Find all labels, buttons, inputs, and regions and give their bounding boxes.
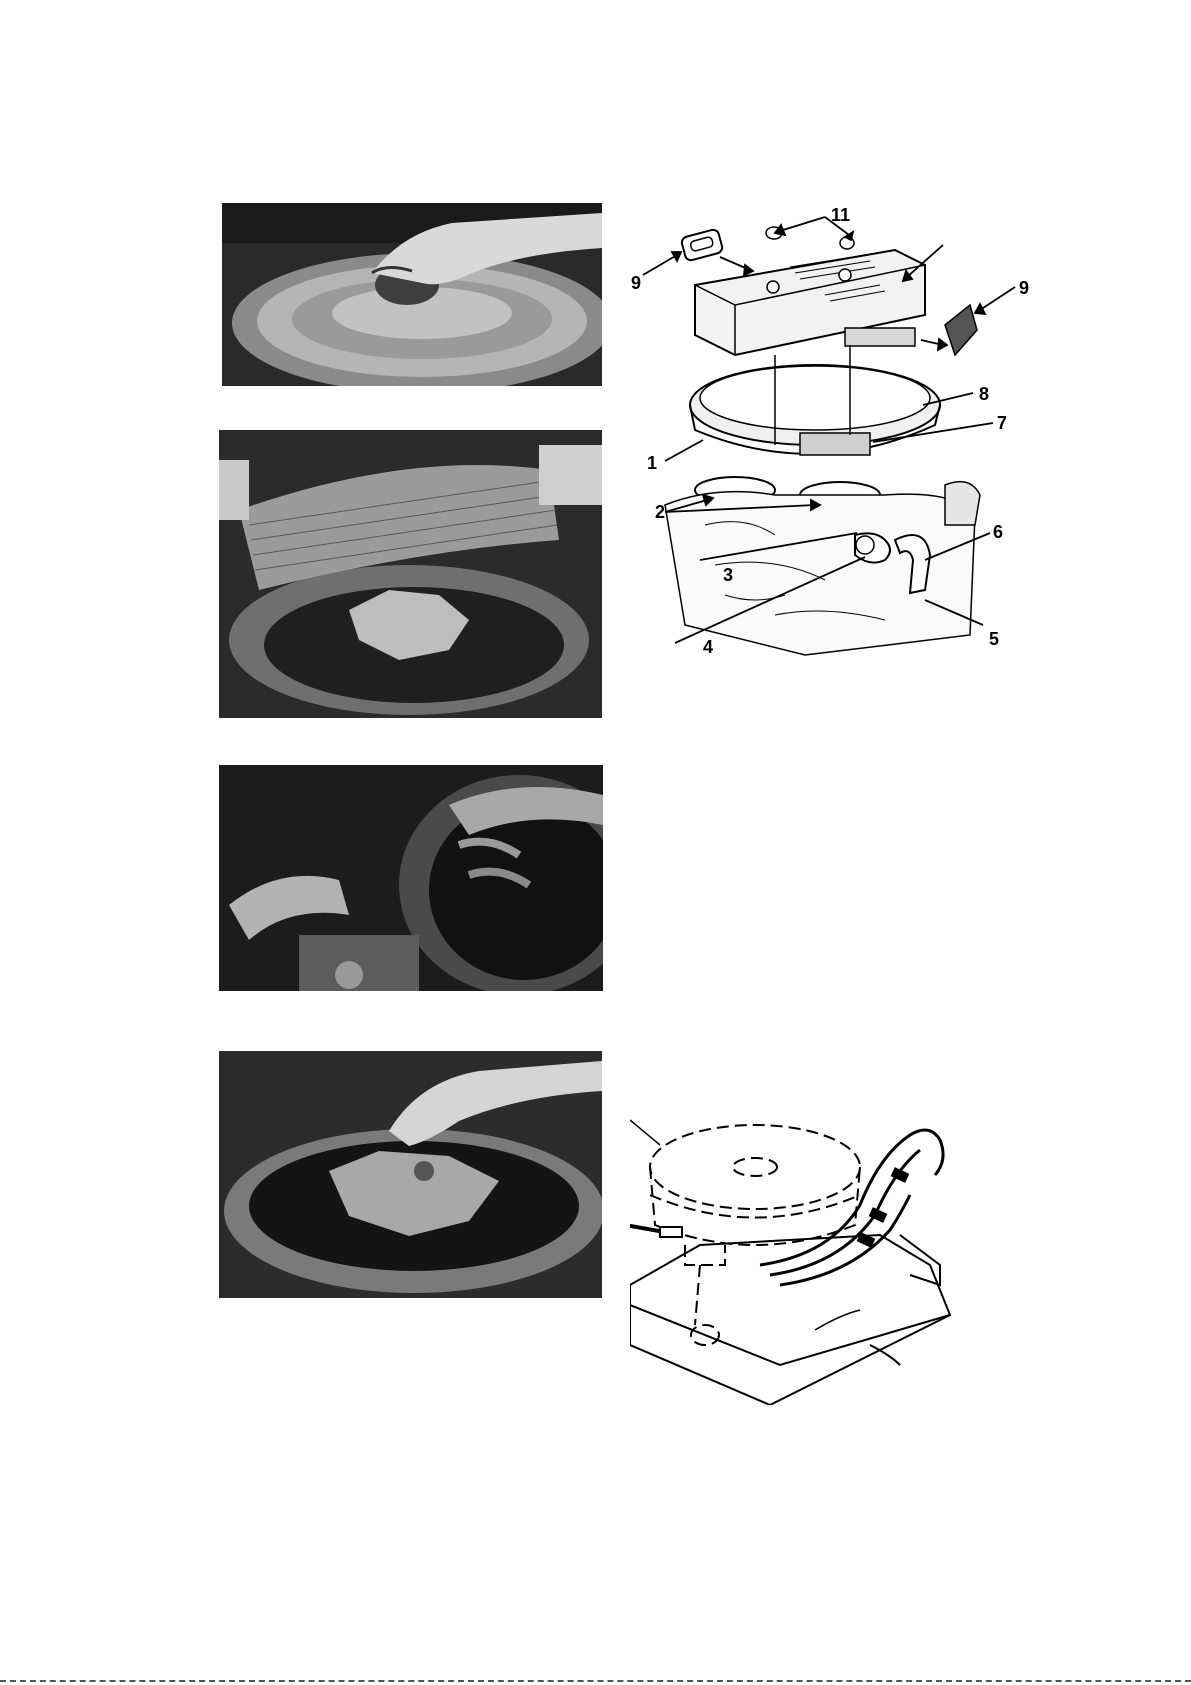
callout-7: 7 [997, 413, 1007, 433]
callout-2: 2 [655, 502, 665, 522]
callout-11: 11 [831, 205, 850, 225]
photo-remove-wingnut [222, 203, 602, 386]
callout-9-left: 9 [631, 273, 641, 293]
callout-4: 4 [703, 637, 713, 657]
photo-lift-housing [219, 765, 603, 991]
callout-6: 6 [993, 522, 1003, 542]
callout-3: 3 [723, 565, 733, 585]
air-cleaner-hose-routing-diagram [630, 1115, 1005, 1405]
callout-9-right: 9 [1019, 278, 1029, 298]
callout-1: 1 [647, 453, 657, 473]
photo-lift-air-filter-element [219, 430, 602, 718]
callout-5: 5 [989, 629, 999, 649]
photo-install-wingnut [219, 1051, 602, 1298]
air-cleaner-exploded-diagram: 11 9 9 8 7 1 2 6 3 5 4 [625, 195, 1045, 665]
page-edge-rule [0, 1680, 1191, 1682]
callout-8: 8 [979, 384, 989, 404]
